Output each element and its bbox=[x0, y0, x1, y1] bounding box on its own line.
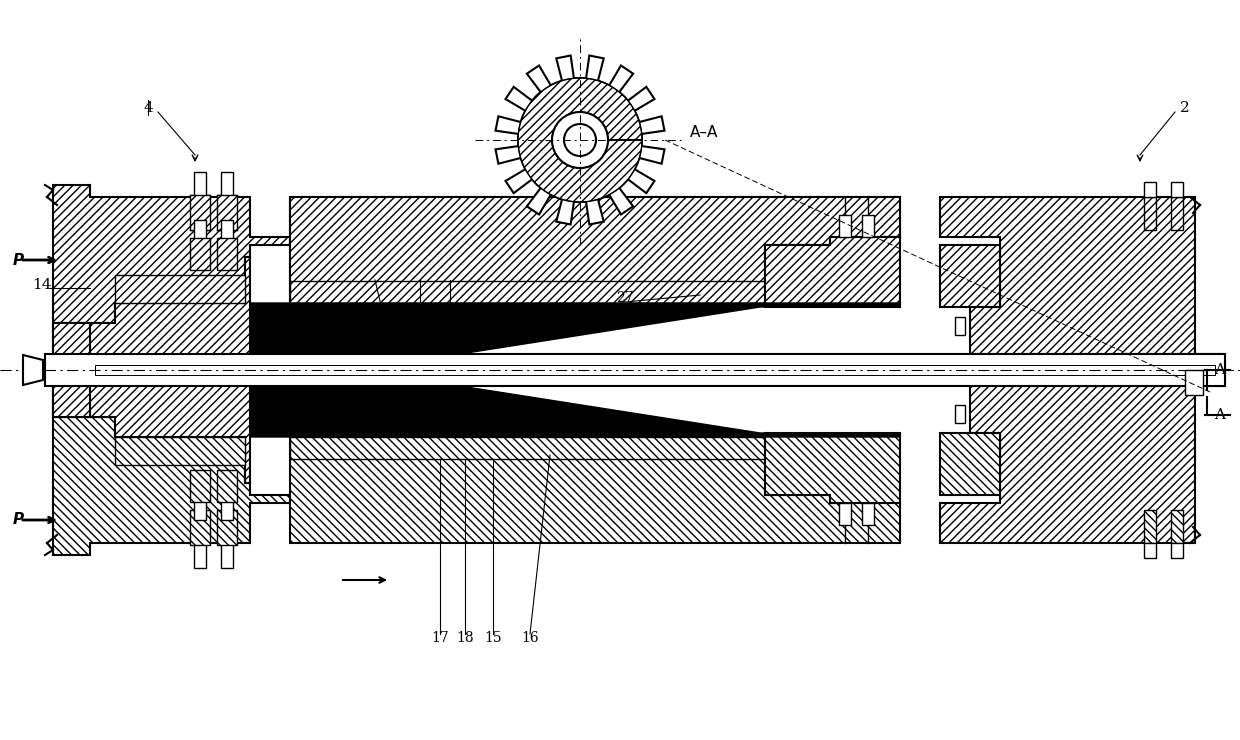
Polygon shape bbox=[940, 197, 1225, 543]
Bar bbox=[1171, 197, 1183, 230]
Circle shape bbox=[564, 124, 596, 156]
Bar bbox=[955, 317, 965, 335]
Text: P: P bbox=[12, 252, 24, 267]
Bar bbox=[193, 543, 206, 568]
Bar bbox=[221, 172, 233, 197]
Polygon shape bbox=[53, 417, 290, 555]
Polygon shape bbox=[290, 197, 900, 303]
Polygon shape bbox=[250, 303, 900, 354]
Text: A–A: A–A bbox=[689, 124, 718, 140]
Polygon shape bbox=[290, 197, 900, 303]
Bar bbox=[221, 500, 233, 520]
Bar bbox=[940, 433, 999, 495]
Bar bbox=[839, 215, 851, 237]
Polygon shape bbox=[53, 185, 290, 323]
Polygon shape bbox=[290, 437, 900, 543]
Bar bbox=[1185, 370, 1203, 395]
Bar bbox=[1171, 182, 1183, 197]
Bar bbox=[190, 238, 210, 270]
Bar bbox=[193, 172, 206, 197]
Polygon shape bbox=[45, 323, 91, 417]
Bar bbox=[862, 215, 874, 237]
Bar bbox=[940, 245, 999, 307]
PathPatch shape bbox=[518, 78, 642, 202]
Bar bbox=[955, 405, 965, 423]
Text: 25: 25 bbox=[441, 311, 459, 325]
Bar bbox=[290, 281, 765, 303]
Bar bbox=[115, 437, 246, 465]
Polygon shape bbox=[53, 257, 250, 483]
Bar bbox=[190, 510, 210, 545]
Circle shape bbox=[552, 112, 608, 168]
Bar bbox=[193, 500, 206, 520]
Polygon shape bbox=[765, 433, 900, 503]
Text: 14: 14 bbox=[32, 278, 52, 292]
Bar bbox=[193, 220, 206, 240]
Bar bbox=[1145, 197, 1156, 230]
Text: 15: 15 bbox=[484, 631, 502, 645]
Text: 4: 4 bbox=[143, 101, 153, 115]
Polygon shape bbox=[765, 237, 900, 307]
Text: A: A bbox=[1214, 408, 1225, 422]
Text: P: P bbox=[12, 513, 24, 528]
Bar bbox=[217, 195, 237, 230]
Bar bbox=[290, 437, 765, 459]
Bar bbox=[839, 503, 851, 525]
Bar bbox=[1171, 510, 1183, 543]
Bar bbox=[1145, 182, 1156, 197]
Bar bbox=[1145, 510, 1156, 543]
Bar bbox=[217, 238, 237, 270]
Text: 2: 2 bbox=[1180, 101, 1190, 115]
Text: 16: 16 bbox=[521, 631, 539, 645]
Text: 26: 26 bbox=[412, 311, 429, 325]
Bar bbox=[221, 220, 233, 240]
Bar bbox=[45, 354, 1225, 386]
Bar bbox=[115, 275, 246, 303]
Bar bbox=[190, 470, 210, 502]
Text: 18: 18 bbox=[456, 631, 474, 645]
Polygon shape bbox=[496, 56, 665, 224]
Bar bbox=[221, 543, 233, 568]
Bar bbox=[95, 365, 1215, 375]
Text: A: A bbox=[1214, 363, 1225, 377]
Bar bbox=[217, 470, 237, 502]
Bar bbox=[190, 195, 210, 230]
Polygon shape bbox=[24, 355, 43, 385]
Bar bbox=[1171, 543, 1183, 558]
Polygon shape bbox=[250, 386, 900, 437]
Text: 24: 24 bbox=[376, 311, 394, 325]
Bar bbox=[862, 503, 874, 525]
Text: 17: 17 bbox=[432, 631, 449, 645]
Text: 27: 27 bbox=[616, 291, 634, 305]
Bar bbox=[217, 510, 237, 545]
Bar bbox=[1145, 543, 1156, 558]
